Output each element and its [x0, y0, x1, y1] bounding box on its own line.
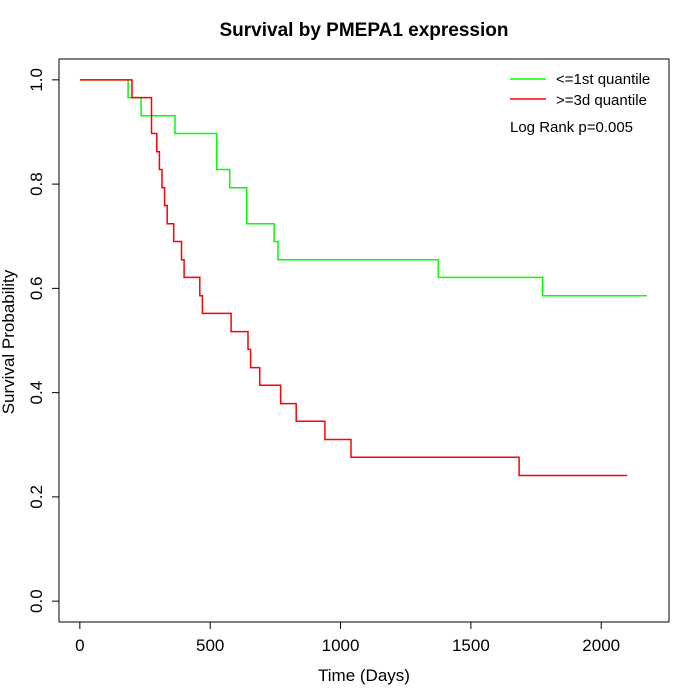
survival-curve-low — [79, 79, 647, 297]
x-axis: 0 500 1000 1500 2000 — [75, 621, 620, 655]
chart-title: Survival by PMEPA1 expression — [220, 20, 509, 41]
y-tick-label: 0.8 — [27, 172, 46, 196]
y-axis: 0.0 0.2 0.4 0.6 0.8 1.0 — [27, 68, 60, 613]
x-tick-label: 500 — [196, 636, 224, 655]
log-rank-annotation: Log Rank p=0.005 — [510, 119, 633, 136]
x-tick-label: 1500 — [452, 636, 490, 655]
survival-curve-high — [79, 79, 628, 477]
y-tick-label: 0.0 — [27, 589, 46, 613]
x-tick-label: 0 — [75, 636, 84, 655]
y-tick-label: 0.6 — [27, 277, 46, 301]
x-axis-label: Time (Days) — [318, 666, 410, 685]
y-tick-label: 1.0 — [27, 68, 46, 92]
series-layer — [79, 79, 647, 477]
x-tick-label: 2000 — [582, 636, 620, 655]
legend-label-low: <=1st quantile — [556, 71, 650, 88]
y-tick-label: 0.2 — [27, 485, 46, 509]
x-tick-label: 1000 — [322, 636, 360, 655]
y-axis-label: Survival Probability — [0, 269, 18, 414]
y-tick-label: 0.4 — [27, 381, 46, 405]
legend: <=1st quantile >=3d quantile — [510, 71, 650, 109]
legend-label-high: >=3d quantile — [556, 92, 647, 109]
